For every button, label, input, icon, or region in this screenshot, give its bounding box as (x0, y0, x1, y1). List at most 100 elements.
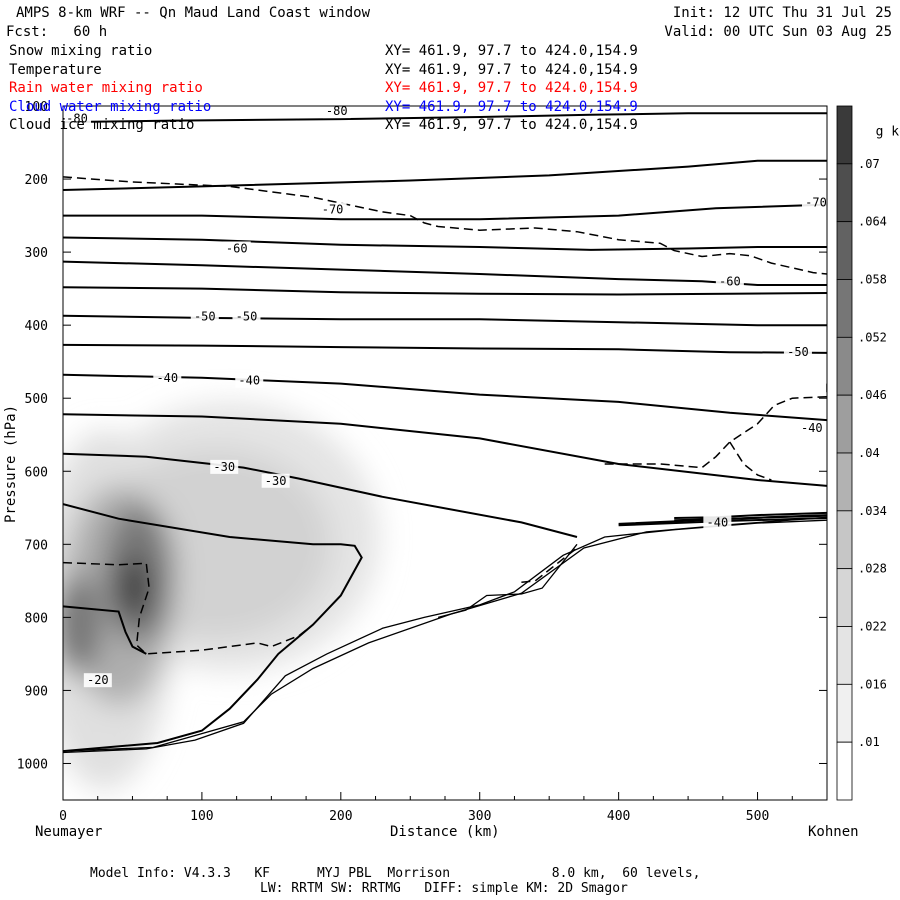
temperature-contour (63, 112, 827, 124)
contour-label: -70 (322, 203, 344, 217)
contour-label: -40 (156, 371, 178, 385)
contour-label: -40 (707, 515, 729, 529)
x-tick-label: 200 (329, 809, 352, 824)
colorbar-label: .04 (858, 446, 880, 460)
colorbar-swatch (836, 568, 853, 627)
contour-label: -20 (87, 673, 109, 687)
contour-label-bg (153, 370, 182, 385)
field-section-coords: XY= 461.9, 97.7 to 424.0,154.9 (385, 43, 638, 59)
contour-label-bg (318, 202, 347, 217)
contour-label: -80 (66, 111, 88, 125)
colorbar-swatch (836, 741, 853, 801)
y-tick-label: 1000 (17, 757, 48, 772)
y-tick-label: 300 (25, 246, 48, 261)
snow-shading-blob (63, 574, 102, 675)
contour-label: -40 (238, 374, 260, 388)
contour-label-bg (232, 309, 261, 324)
contour-label-bg (715, 274, 744, 289)
colorbar-label: .058 (858, 273, 887, 287)
contour-label-bg (210, 459, 239, 474)
colorbar-label: .07 (858, 157, 880, 171)
temperature-contour (63, 373, 827, 422)
contour-label: -80 (326, 104, 348, 118)
colorbar-swatch (836, 394, 853, 454)
colorbar-label: .064 (858, 215, 887, 229)
x-tick-label: 0 (59, 809, 67, 824)
colorbar-swatch (836, 105, 853, 165)
colorbar-swatch (836, 336, 853, 396)
contour-label: -50 (194, 309, 216, 323)
model-info: Model Info: V4.3.3 KF MYJ PBL Morrison 8… (90, 866, 701, 881)
field-name: Cloud water mixing ratio (9, 98, 212, 115)
temperature-contour (63, 413, 827, 487)
colorbar-label: .046 (858, 388, 887, 402)
field-name: Cloud ice mixing ratio (9, 117, 195, 133)
contour-label-bg (235, 373, 264, 388)
colorbar-swatch (836, 452, 853, 512)
colorbar-label: .022 (858, 620, 887, 634)
temperature-contour (618, 514, 827, 525)
temperature-contour (674, 511, 827, 519)
field-name: Snow mixing ratio (9, 43, 153, 59)
temperature-contour (63, 260, 827, 286)
contour-label: -30 (265, 474, 287, 488)
colorbar-label: .016 (858, 677, 887, 691)
temperature-contour (63, 159, 827, 191)
cloud-ice-contour (604, 383, 827, 469)
y-axis-title: Pressure (hPa) (3, 404, 19, 523)
x-tick-label: 500 (746, 809, 769, 824)
contour-label-bg (322, 106, 351, 119)
contour-label-bg (83, 673, 112, 688)
cloud-ice-contour (521, 547, 578, 584)
contour-label: -60 (719, 274, 741, 288)
colorbar-label: .01 (858, 735, 880, 749)
valid-time: Valid: 00 UTC Sun 03 Aug 25 (664, 24, 892, 40)
x-tick-label: 300 (468, 809, 491, 824)
temperature-contour (63, 236, 827, 251)
colorbar-label: .052 (858, 330, 887, 344)
colorbar-swatch (836, 221, 853, 280)
field-name: Temperature (9, 61, 102, 78)
contour-label-bg (261, 473, 290, 488)
contour-label-bg (222, 241, 251, 256)
temperature-contour (63, 343, 827, 354)
contour-label-bg (190, 309, 219, 324)
init-time: Init: 12 UTC Thu 31 Jul 25 (672, 5, 892, 21)
colorbar-swatch (836, 163, 853, 223)
contour-label: -30 (213, 460, 235, 474)
y-tick-label: 600 (25, 465, 48, 480)
model-physics: LW: RRTM SW: RRTMG DIFF: simple KM: 2D S… (260, 881, 628, 896)
y-tick-label: 400 (25, 319, 48, 334)
colorbar-swatch (836, 683, 853, 743)
snow-shading-blob (114, 556, 151, 621)
x-tick-label: 100 (190, 809, 213, 824)
y-tick-label: 500 (25, 392, 48, 407)
chart-title: AMPS 8-km WRF -- Qn Maud Land Coast wind… (16, 5, 371, 21)
contour-label-bg (783, 345, 812, 360)
plot-area: -80 -80 -70 -70 -60 -60 -50 -50 -50 -40 -40 -40 -40 -… (17, 100, 828, 824)
contour-label-bg (801, 195, 827, 210)
x-right-location: Kohnen (808, 824, 859, 840)
x-left-location: Neumayer (35, 824, 103, 840)
y-tick-label: 800 (25, 611, 48, 626)
temperature-contour (63, 503, 363, 753)
colorbar: .07 .064 .058 .052 .046 .04 .034 .028 .022 .016 .0… (836, 105, 887, 801)
temperature-contour (63, 605, 147, 655)
colorbar-unit-text: g kg (875, 124, 900, 140)
colorbar-unit: g kg-1 (860, 104, 900, 140)
terrain-line (63, 516, 827, 752)
contour-label: -70 (805, 195, 827, 209)
contour-label-bg (797, 421, 826, 436)
colorbar-label: .028 (858, 562, 887, 576)
field-section-coords: XY= 461.9, 97.7 to 424.0,154.9 (385, 61, 638, 78)
contour-label: -40 (801, 421, 823, 435)
contour-label-bg (703, 515, 732, 530)
temperature-contour (63, 203, 827, 221)
field-section-coords: XY= 461.9, 97.7 to 424.0,154.9 (385, 80, 638, 96)
y-tick-label: 700 (25, 538, 48, 553)
temperature-contour (63, 314, 827, 327)
plot-contents: -80 -80 -70 -70 -60 -60 -50 -50 -50 -40 -40 -40 -40 -… (63, 104, 827, 791)
temperature-contour (63, 452, 578, 538)
x-tick-label: 400 (607, 809, 630, 824)
